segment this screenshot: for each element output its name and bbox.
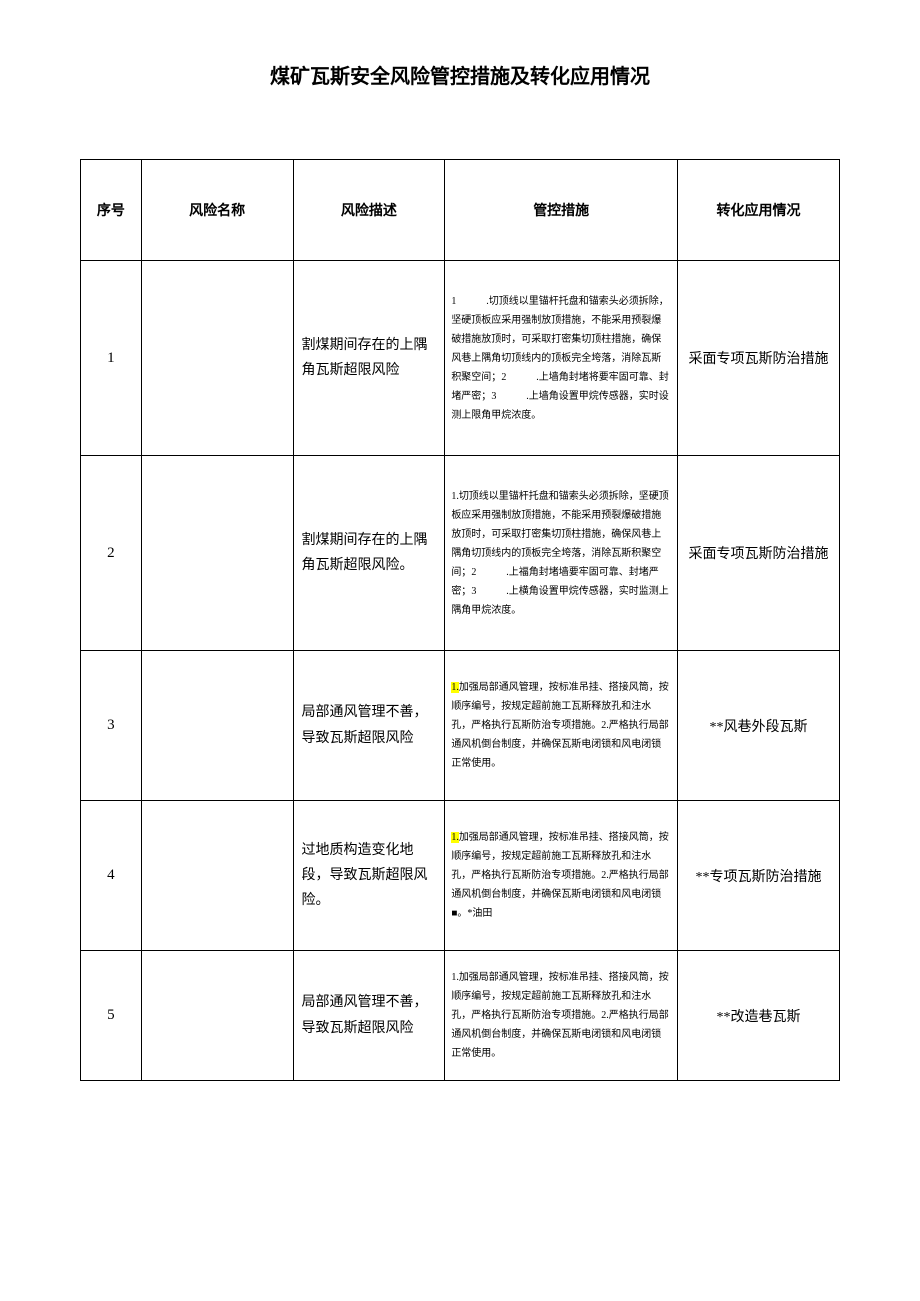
table-row: 1 割煤期间存在的上隅角瓦斯超限风险1 .切顶线以里锚杆托盘和锚索头必须拆除，坚硬… bbox=[81, 261, 840, 456]
measure-part: 3 .上横角设置甲烷传感器，实时监测上隅角甲烷浓度。 bbox=[451, 586, 669, 616]
measure-part: 1.加强局部通风管理，按标准吊挂、搭接风筒，按顺序编号，按规定超前施工瓦斯释放孔… bbox=[451, 972, 669, 1059]
cell-seq: 4 bbox=[81, 801, 142, 951]
cell-desc: 割煤期间存在的上隅角瓦斯超限风险 bbox=[293, 261, 445, 456]
table-row: 2 割煤期间存在的上隅角瓦斯超限风险。1.切顶线以里锚杆托盘和锚索头必须拆除，坚硬… bbox=[81, 456, 840, 651]
table-row: 5 局部通风管理不善，导致瓦斯超限风险1.加强局部通风管理，按标准吊挂、搭接风筒，… bbox=[81, 951, 840, 1081]
cell-name bbox=[141, 651, 293, 801]
cell-application: 采面专项瓦斯防治措施 bbox=[678, 456, 840, 651]
table-row: 4过地质构造变化地段，导致瓦斯超限风险。1.加强局部通风管理，按标准吊挂、搭接风… bbox=[81, 801, 840, 951]
cell-application: 采面专项瓦斯防治措施 bbox=[678, 261, 840, 456]
measure-part: 1 .切顶线以里锚杆托盘和锚索头必须拆除，坚硬顶板应采用强制放顶措施，不能采用预… bbox=[451, 296, 669, 383]
page-title: 煤矿瓦斯安全风险管控措施及转化应用情况 bbox=[80, 60, 840, 89]
col-header-seq: 序号 bbox=[81, 160, 142, 261]
measure-part: 1.切顶线以里锚杆托盘和锚索头必须拆除，坚硬顶板应采用强制放顶措施，不能采用预裂… bbox=[451, 491, 669, 578]
col-header-measures: 管控措施 bbox=[445, 160, 678, 261]
cell-measures: 1 .切顶线以里锚杆托盘和锚索头必须拆除，坚硬顶板应采用强制放顶措施，不能采用预… bbox=[445, 261, 678, 456]
cell-name bbox=[141, 951, 293, 1081]
table-header-row: 序号 风险名称 风险描述 管控措施 转化应用情况 bbox=[81, 160, 840, 261]
cell-name bbox=[141, 801, 293, 951]
cell-seq: 1 bbox=[81, 261, 142, 456]
measure-part: 加强局部通风管理，按标准吊挂、搭接风筒，按顺序编号，按规定超前施工瓦斯释放孔和注… bbox=[451, 832, 669, 919]
table-row: 3局部通风管理不善，导致瓦斯超限风险1.加强局部通风管理，按标准吊挂、搭接风筒，… bbox=[81, 651, 840, 801]
cell-desc: 过地质构造变化地段，导致瓦斯超限风险。 bbox=[293, 801, 445, 951]
cell-desc: 局部通风管理不善，导致瓦斯超限风险 bbox=[293, 951, 445, 1081]
cell-measures: 1.加强局部通风管理，按标准吊挂、搭接风筒，按顺序编号，按规定超前施工瓦斯释放孔… bbox=[445, 801, 678, 951]
cell-measures: 1.加强局部通风管理，按标准吊挂、搭接风筒，按顺序编号，按规定超前施工瓦斯释放孔… bbox=[445, 951, 678, 1081]
cell-measures: 1.切顶线以里锚杆托盘和锚索头必须拆除，坚硬顶板应采用强制放顶措施，不能采用预裂… bbox=[445, 456, 678, 651]
cell-application: **改造巷瓦斯 bbox=[678, 951, 840, 1081]
cell-seq: 5 bbox=[81, 951, 142, 1081]
measure-part: 1. bbox=[451, 832, 459, 843]
cell-measures: 1.加强局部通风管理，按标准吊挂、搭接风筒，按顺序编号，按规定超前施工瓦斯释放孔… bbox=[445, 651, 678, 801]
cell-seq: 3 bbox=[81, 651, 142, 801]
col-header-desc: 风险描述 bbox=[293, 160, 445, 261]
cell-desc: 割煤期间存在的上隅角瓦斯超限风险。 bbox=[293, 456, 445, 651]
measure-part: 加强局部通风管理，按标准吊挂、搭接风筒，按顺序编号，按规定超前施工瓦斯释放孔和注… bbox=[451, 682, 669, 769]
cell-application: **风巷外段瓦斯 bbox=[678, 651, 840, 801]
col-header-application: 转化应用情况 bbox=[678, 160, 840, 261]
cell-name bbox=[141, 261, 293, 456]
cell-name bbox=[141, 456, 293, 651]
cell-seq: 2 bbox=[81, 456, 142, 651]
col-header-name: 风险名称 bbox=[141, 160, 293, 261]
cell-desc: 局部通风管理不善，导致瓦斯超限风险 bbox=[293, 651, 445, 801]
cell-application: **专项瓦斯防治措施 bbox=[678, 801, 840, 951]
measure-part: 1. bbox=[451, 682, 459, 693]
risk-table: 序号 风险名称 风险描述 管控措施 转化应用情况 1 割煤期间存在的上隅角瓦斯超限… bbox=[80, 159, 840, 1081]
